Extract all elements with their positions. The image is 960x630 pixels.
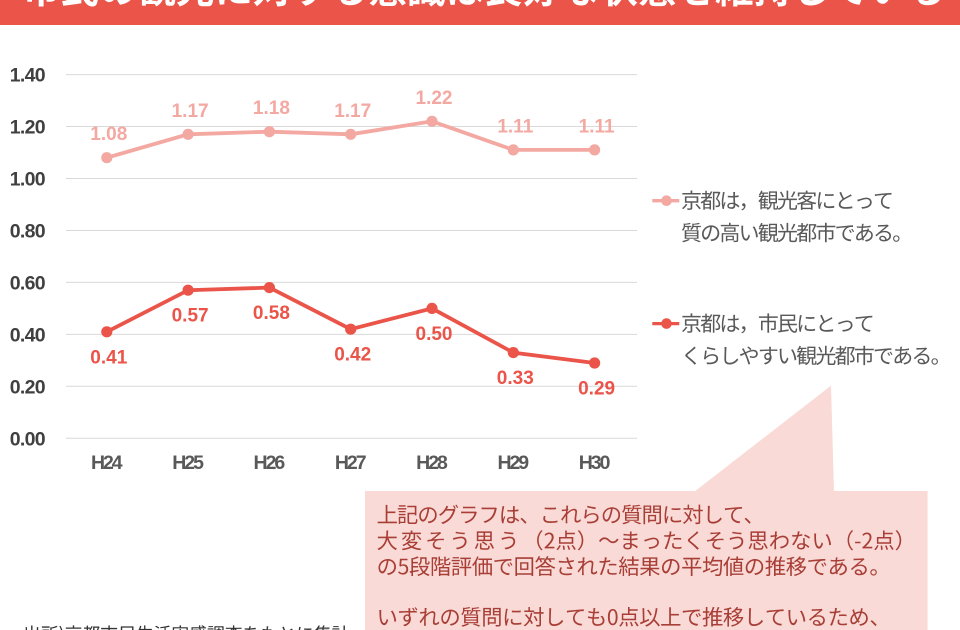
svg-text:1.20: 1.20	[10, 117, 46, 139]
svg-text:0.60: 0.60	[10, 272, 46, 294]
svg-text:0.42: 0.42	[334, 345, 371, 366]
svg-text:1.00: 1.00	[10, 169, 46, 191]
svg-text:H29: H29	[497, 452, 529, 474]
svg-text:0.20: 0.20	[10, 376, 46, 398]
svg-text:1.18: 1.18	[253, 98, 290, 119]
svg-text:0.40: 0.40	[10, 324, 46, 346]
svg-text:1.22: 1.22	[416, 88, 453, 109]
svg-text:0.58: 0.58	[253, 303, 290, 324]
svg-text:0.29: 0.29	[578, 379, 615, 400]
svg-text:H25: H25	[172, 452, 204, 474]
svg-text:H26: H26	[254, 452, 286, 474]
svg-text:1.17: 1.17	[334, 101, 371, 122]
svg-text:0.57: 0.57	[172, 306, 209, 327]
svg-text:1.08: 1.08	[90, 124, 127, 145]
svg-text:0.00: 0.00	[10, 428, 46, 450]
svg-text:0.41: 0.41	[90, 347, 127, 368]
svg-text:1.11: 1.11	[497, 116, 533, 137]
svg-text:H30: H30	[579, 452, 611, 474]
svg-text:0.80: 0.80	[10, 221, 46, 243]
svg-text:1.40: 1.40	[10, 65, 46, 87]
svg-text:H24: H24	[91, 452, 123, 474]
svg-text:H28: H28	[416, 452, 448, 474]
svg-text:1.11: 1.11	[579, 116, 615, 137]
svg-text:0.33: 0.33	[497, 368, 534, 389]
svg-text:1.17: 1.17	[172, 101, 209, 122]
svg-text:H27: H27	[335, 452, 367, 474]
svg-text:0.50: 0.50	[416, 324, 453, 345]
